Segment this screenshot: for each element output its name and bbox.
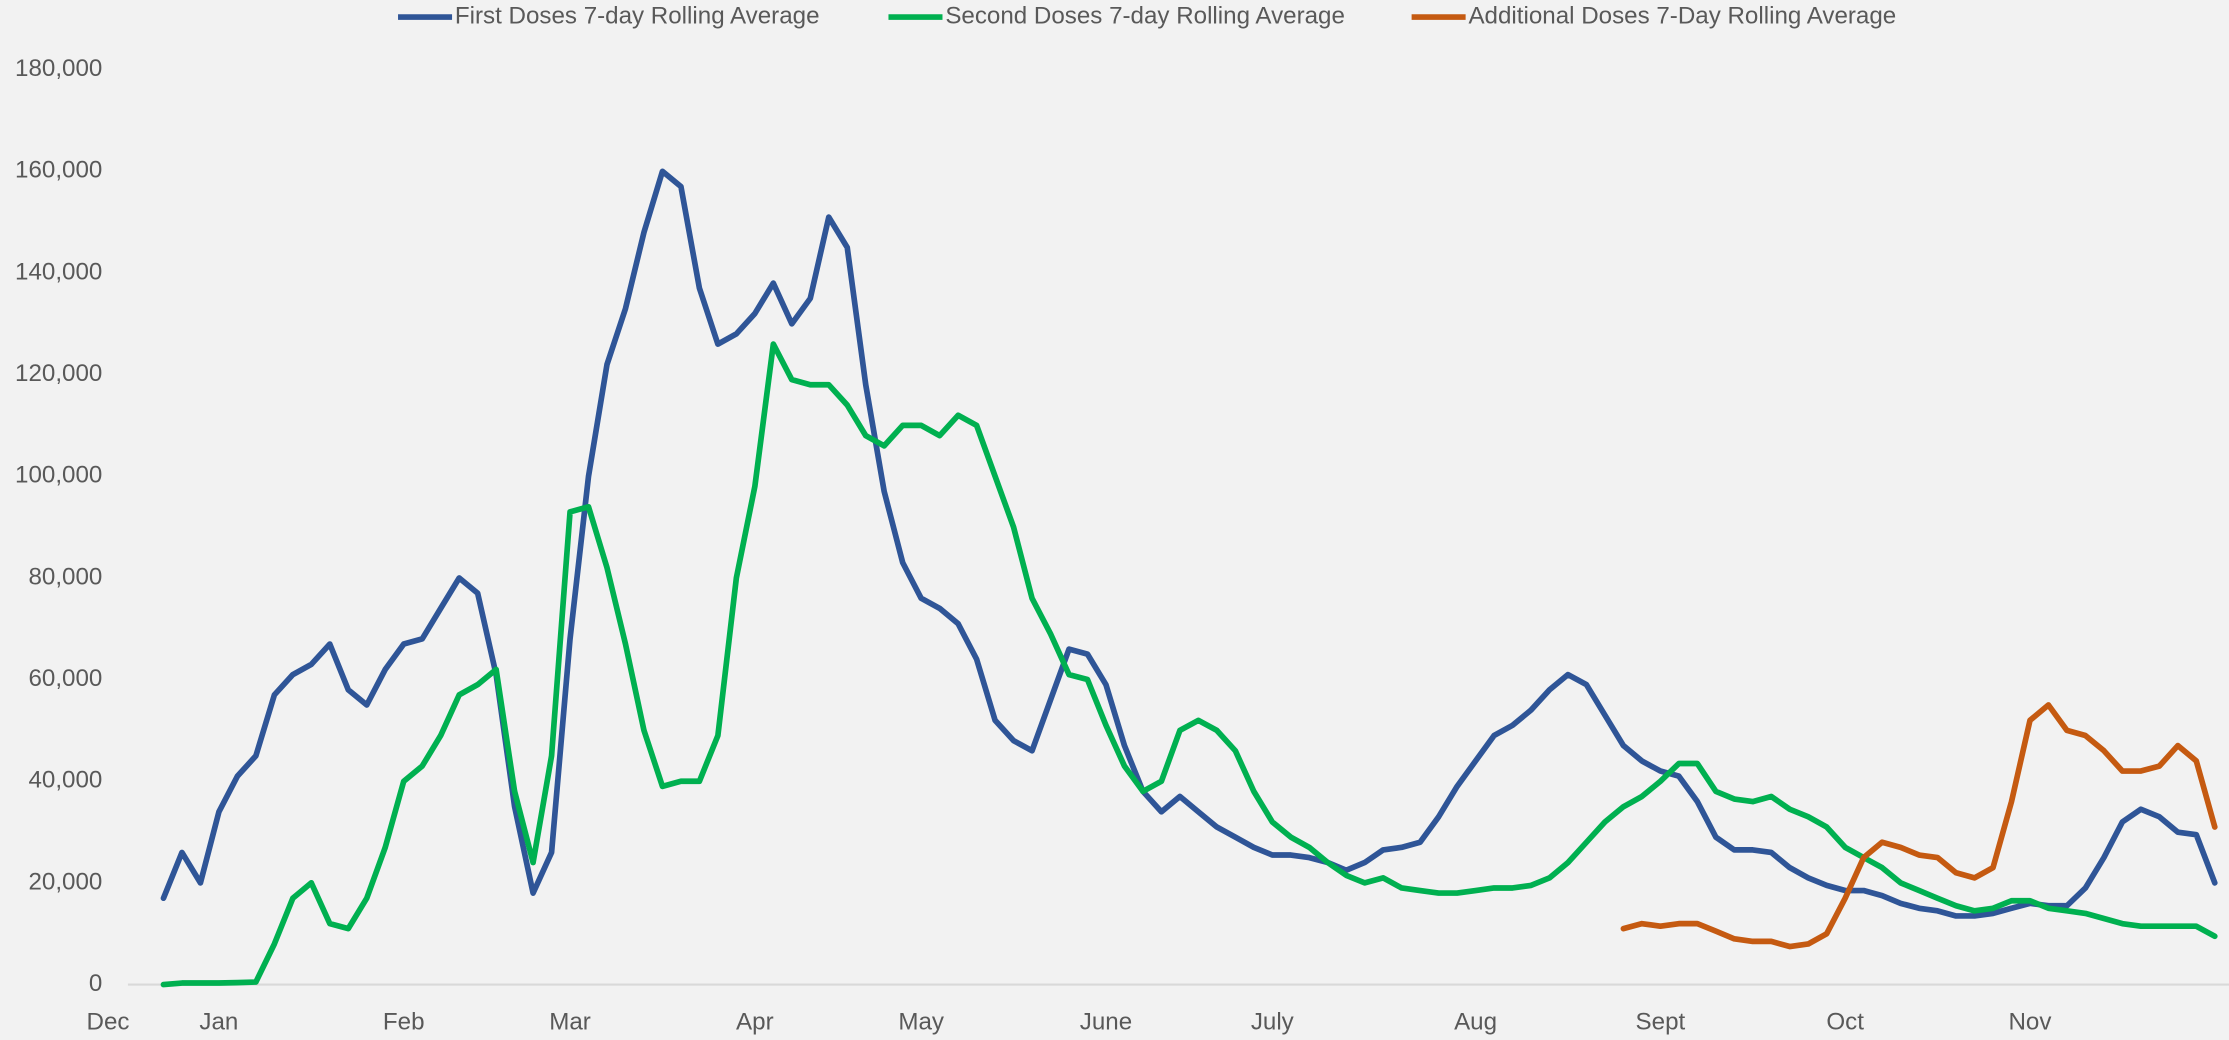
- x-tick-label: Dec: [87, 1008, 130, 1035]
- x-tick-label: Oct: [1826, 1008, 1864, 1035]
- y-tick-label: 100,000: [15, 462, 102, 489]
- y-tick-label: 60,000: [28, 665, 102, 692]
- x-tick-label: Feb: [383, 1008, 425, 1035]
- series-line: [1620, 702, 2218, 950]
- x-tick-label: Nov: [2009, 1008, 2052, 1035]
- legend-label: Second Doses 7-day Rolling Average: [945, 2, 1345, 29]
- x-tick-label: Mar: [549, 1008, 591, 1035]
- x-tick-label: May: [898, 1008, 945, 1035]
- x-tick-label: Jan: [199, 1008, 238, 1035]
- x-tick-label: July: [1251, 1008, 1295, 1035]
- x-tick-label: Apr: [736, 1008, 774, 1035]
- y-tick-label: 120,000: [15, 360, 102, 387]
- y-tick-label: 160,000: [15, 157, 102, 184]
- legend-label: First Doses 7-day Rolling Average: [455, 2, 820, 29]
- x-tick-label: Aug: [1454, 1008, 1497, 1035]
- x-tick-label: June: [1080, 1008, 1132, 1035]
- legend-label: Additional Doses 7-Day Rolling Average: [1468, 2, 1896, 29]
- y-tick-label: 140,000: [15, 258, 102, 285]
- y-tick-label: 80,000: [28, 563, 102, 590]
- series-line: [160, 341, 2218, 988]
- x-tick-label: Sept: [1636, 1008, 1686, 1035]
- y-tick-label: 40,000: [28, 767, 102, 794]
- y-tick-label: 0: [89, 970, 102, 997]
- y-tick-label: 20,000: [28, 868, 102, 895]
- y-tick-label: 180,000: [15, 55, 102, 82]
